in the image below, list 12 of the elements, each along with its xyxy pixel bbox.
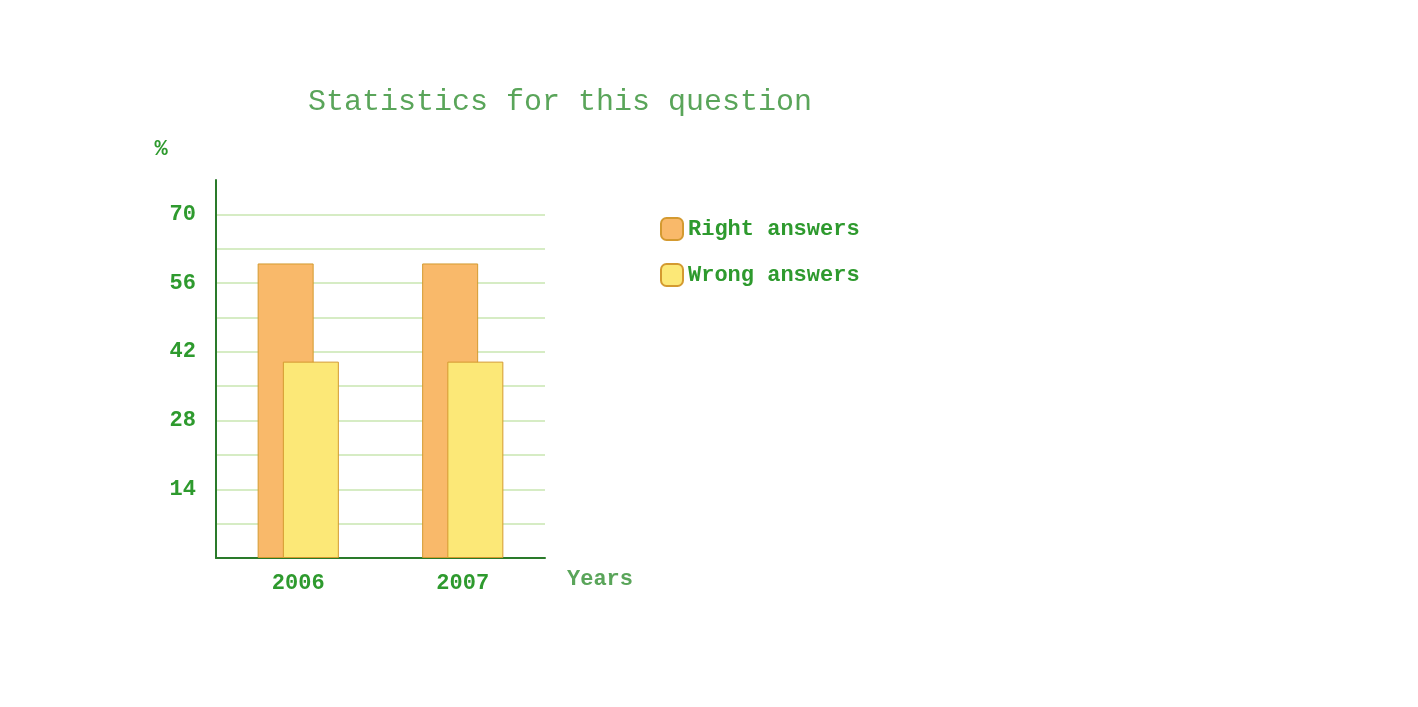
y-tick-label: 28 — [169, 408, 196, 434]
legend-label: Right answers — [688, 216, 860, 242]
y-tick-label: 42 — [169, 339, 196, 365]
x-tick-label: 2006 — [271, 570, 325, 596]
y-tick-label: 14 — [169, 476, 196, 502]
x-axis-title: Years — [567, 566, 634, 592]
chart-title: Statistics for this question — [307, 85, 813, 119]
y-tick-label: 70 — [169, 201, 196, 227]
y-axis-title: % — [154, 136, 169, 162]
legend-label: Wrong answers — [688, 262, 860, 288]
y-tick-label: 56 — [169, 270, 196, 296]
x-tick-label: 2007 — [436, 570, 490, 596]
